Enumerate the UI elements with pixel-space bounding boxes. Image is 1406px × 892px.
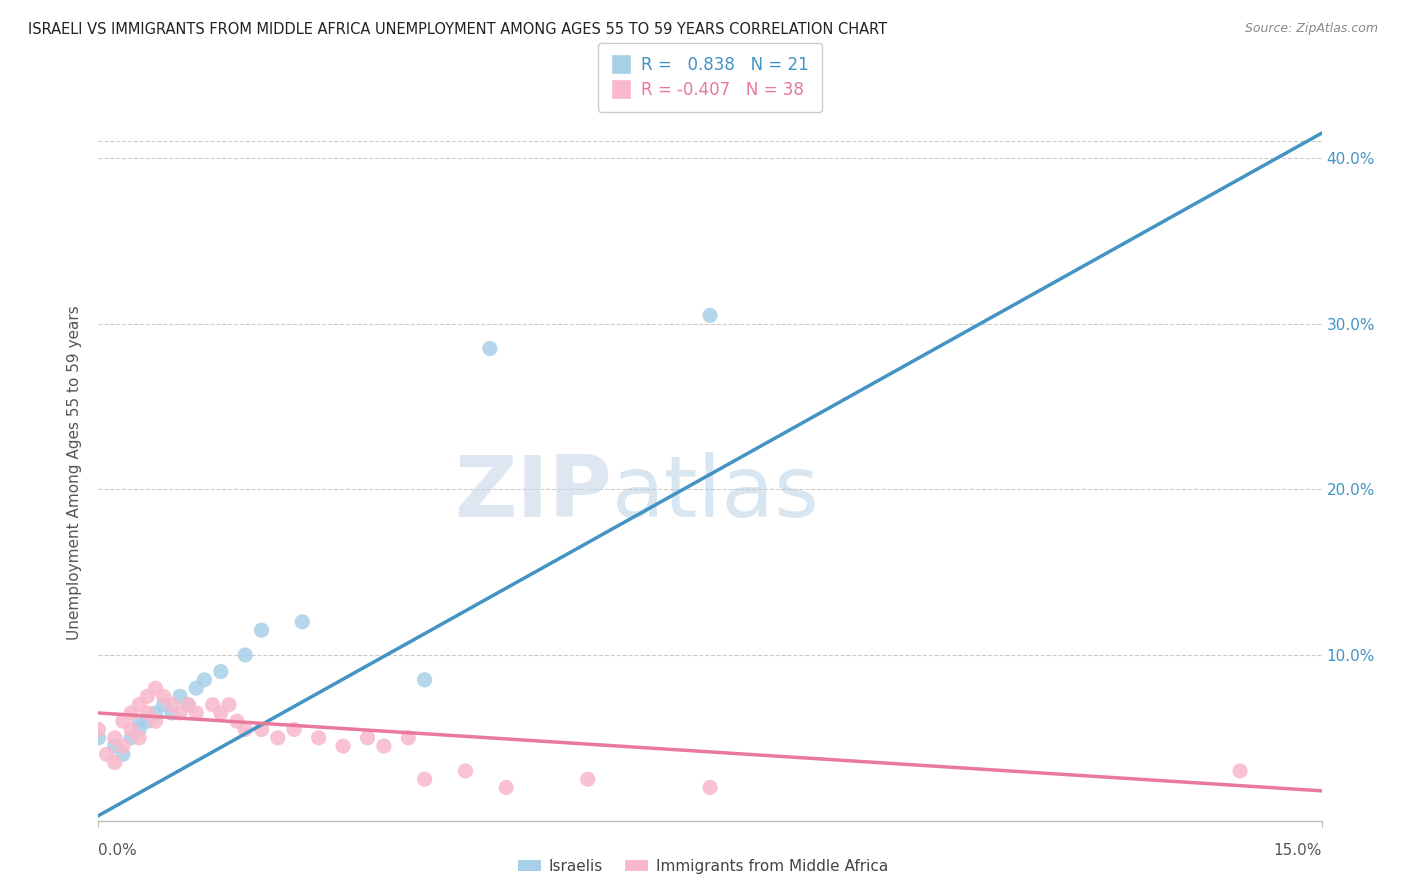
- Point: [699, 780, 721, 795]
- Point: [120, 731, 142, 745]
- Point: [128, 723, 150, 737]
- Point: [145, 681, 167, 695]
- Point: [136, 706, 159, 720]
- Point: [209, 706, 232, 720]
- Point: [145, 714, 167, 729]
- Point: [87, 731, 110, 745]
- Point: [152, 690, 174, 704]
- Point: [104, 739, 127, 753]
- Point: [699, 309, 721, 323]
- Point: [104, 731, 127, 745]
- Point: [454, 764, 477, 778]
- Point: [267, 731, 290, 745]
- Point: [413, 673, 436, 687]
- Point: [160, 706, 183, 720]
- Point: [160, 698, 183, 712]
- Text: ZIP: ZIP: [454, 452, 612, 535]
- Point: [291, 615, 314, 629]
- Point: [87, 723, 110, 737]
- Point: [186, 706, 208, 720]
- Point: [96, 747, 118, 762]
- Point: [356, 731, 378, 745]
- Point: [218, 698, 240, 712]
- Point: [576, 772, 599, 787]
- Point: [413, 772, 436, 787]
- Point: [177, 698, 200, 712]
- Point: [152, 698, 174, 712]
- Legend: Israelis, Immigrants from Middle Africa: Israelis, Immigrants from Middle Africa: [512, 853, 894, 880]
- Point: [145, 706, 167, 720]
- Point: [250, 723, 273, 737]
- Point: [111, 747, 134, 762]
- Point: [169, 690, 191, 704]
- Text: Source: ZipAtlas.com: Source: ZipAtlas.com: [1244, 22, 1378, 36]
- Point: [128, 698, 150, 712]
- Point: [308, 731, 330, 745]
- Point: [495, 780, 517, 795]
- Point: [169, 706, 191, 720]
- Point: [128, 731, 150, 745]
- Point: [478, 342, 501, 356]
- Point: [186, 681, 208, 695]
- Point: [120, 706, 142, 720]
- Text: ISRAELI VS IMMIGRANTS FROM MIDDLE AFRICA UNEMPLOYMENT AMONG AGES 55 TO 59 YEARS : ISRAELI VS IMMIGRANTS FROM MIDDLE AFRICA…: [28, 22, 887, 37]
- Text: 0.0%: 0.0%: [98, 843, 138, 858]
- Point: [177, 698, 200, 712]
- Point: [332, 739, 354, 753]
- Legend: R =   0.838   N = 21, R = -0.407   N = 38: R = 0.838 N = 21, R = -0.407 N = 38: [598, 43, 823, 112]
- Text: 15.0%: 15.0%: [1274, 843, 1322, 858]
- Point: [201, 698, 224, 712]
- Point: [136, 714, 159, 729]
- Point: [396, 731, 419, 745]
- Point: [373, 739, 395, 753]
- Point: [233, 723, 256, 737]
- Point: [104, 756, 127, 770]
- Point: [111, 739, 134, 753]
- Point: [120, 723, 142, 737]
- Point: [1229, 764, 1251, 778]
- Text: atlas: atlas: [612, 452, 820, 535]
- Y-axis label: Unemployment Among Ages 55 to 59 years: Unemployment Among Ages 55 to 59 years: [67, 305, 83, 640]
- Point: [128, 714, 150, 729]
- Point: [233, 648, 256, 662]
- Point: [193, 673, 215, 687]
- Point: [136, 690, 159, 704]
- Point: [209, 665, 232, 679]
- Point: [283, 723, 305, 737]
- Point: [250, 623, 273, 637]
- Point: [226, 714, 249, 729]
- Point: [111, 714, 134, 729]
